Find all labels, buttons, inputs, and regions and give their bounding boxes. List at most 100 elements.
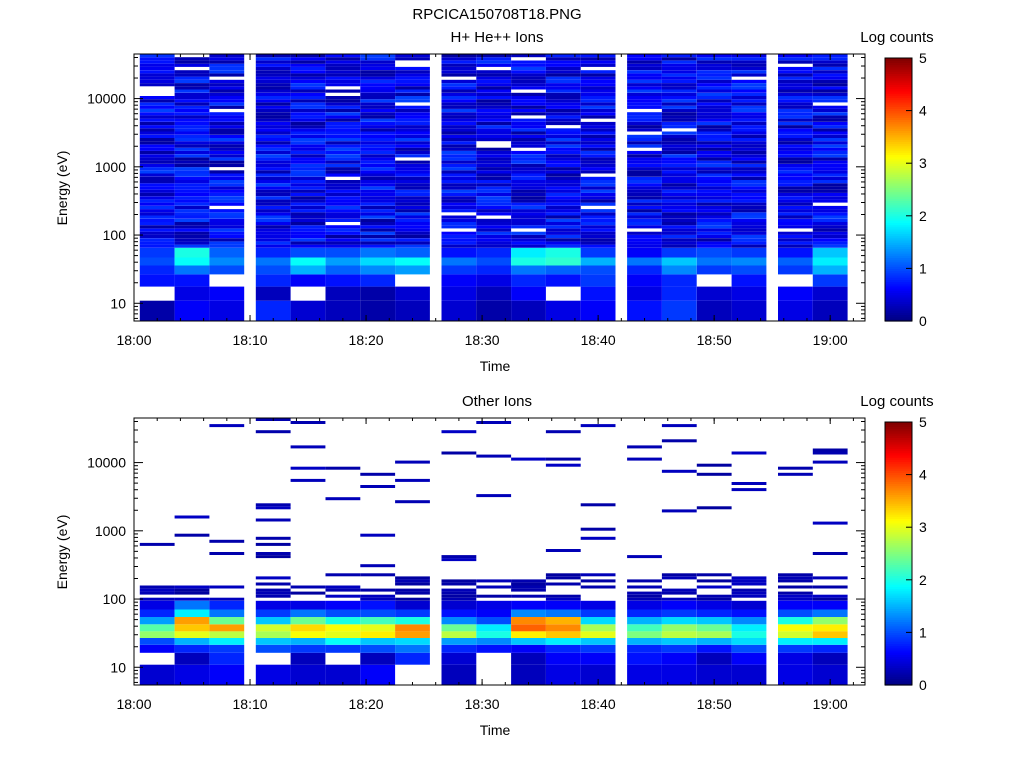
heatmap-cell [139,163,175,168]
heatmap-cell [476,212,512,216]
heatmap-cell [174,134,210,138]
heatmap-cell [661,196,697,200]
heatmap-cell [661,160,697,164]
colorbar-swatch [885,112,912,116]
heatmap-cell [290,176,326,180]
heatmap-cell [696,202,732,206]
colorbar-swatch [885,492,912,495]
colorbar-swatch [885,191,912,195]
heatmap-cell [661,644,697,653]
colorbar-swatch [885,64,912,68]
colorbar-swatch [885,509,912,513]
heatmap-cell [255,63,291,67]
colorbar-swatch [885,259,912,263]
colorbar-swatch [885,226,912,230]
heatmap-cell [209,286,245,301]
heatmap-cell [360,144,396,148]
heatmap-cell [511,241,546,245]
heatmap-cell [174,86,210,90]
heatmap-cell [174,147,210,151]
heatmap-cell [255,638,291,645]
heatmap-cell [360,218,396,222]
heatmap-cell [476,180,512,184]
heatmap-cell [209,539,245,543]
colorbar-swatch [885,130,912,134]
heatmap-cell [661,257,697,266]
heatmap-cell [778,99,813,103]
colorbar-swatch [885,193,912,197]
colorbar-swatch [885,62,912,66]
colorbar-frame [884,57,913,322]
heatmap-cell [360,89,396,93]
colorbar-swatch [885,141,912,145]
heatmap-cell [174,92,210,96]
heatmap-cell [174,180,210,184]
heatmap-cell [545,128,581,132]
heatmap-cell [731,157,767,161]
heatmap-cell [731,209,767,213]
heatmap-cell [545,163,581,168]
heatmap-cell [139,170,175,174]
heatmap-cell [545,180,581,184]
colorbar-swatch [885,167,912,171]
heatmap-cell [290,186,326,190]
heatmap-cell [395,176,430,180]
heatmap-cell [209,121,245,126]
heatmap-cell [395,125,430,129]
heatmap-cell [255,644,291,653]
heatmap-cell [174,624,210,632]
colorbar-swatch [885,542,912,546]
heatmap-cell [545,234,581,239]
colorbar-swatch [885,636,912,640]
heatmap-cell [360,257,396,266]
heatmap-cell [255,588,291,592]
colorbar-swatch [885,439,912,443]
heatmap-cell [778,138,813,142]
heatmap-cell [325,63,361,67]
heatmap-cell [395,160,430,164]
heatmap-cell [174,286,210,301]
heatmap-cell [139,121,175,126]
heatmap-cell [290,115,326,119]
heatmap-cell [139,597,175,601]
heatmap-cell [325,497,361,501]
heatmap-cell [545,274,581,287]
heatmap-cell [209,57,245,61]
heatmap-cell [255,274,291,287]
heatmap-cell [255,79,291,83]
heatmap-cell [441,451,477,455]
colorbar-swatch [885,143,912,147]
heatmap-cell [395,576,430,580]
y-tick-label: 10 [110,659,126,675]
heatmap-cell [290,144,326,148]
heatmap-cell [290,222,326,226]
heatmap-cell [476,222,512,226]
colorbar-swatch [885,571,912,574]
heatmap-cell [325,180,361,184]
heatmap-cell [778,57,813,61]
heatmap-cell [395,138,430,142]
heatmap-cell [778,594,813,598]
heatmap-cell [812,631,848,638]
heatmap-cell [580,244,616,248]
heatmap-cell [545,430,581,434]
heatmap-cell [731,579,767,583]
heatmap-cell [627,167,662,171]
heatmap-cell [696,238,732,242]
heatmap-cell [360,99,396,103]
heatmap-cell [696,99,732,103]
heatmap-cell [139,234,175,239]
heatmap-cell [209,196,245,200]
heatmap-cell [325,594,361,598]
heatmap-cell [290,60,326,64]
heatmap-cell [476,579,512,583]
heatmap-cell [661,509,697,513]
heatmap-cell [476,79,512,83]
panel-title: H+ He++ Ions [451,29,544,46]
heatmap-cell [731,231,767,235]
heatmap-cell [696,644,732,653]
colorbar-swatch [885,452,912,456]
colorbar-swatch [885,527,912,530]
heatmap-cell [325,60,361,64]
heatmap-cell [174,154,210,158]
